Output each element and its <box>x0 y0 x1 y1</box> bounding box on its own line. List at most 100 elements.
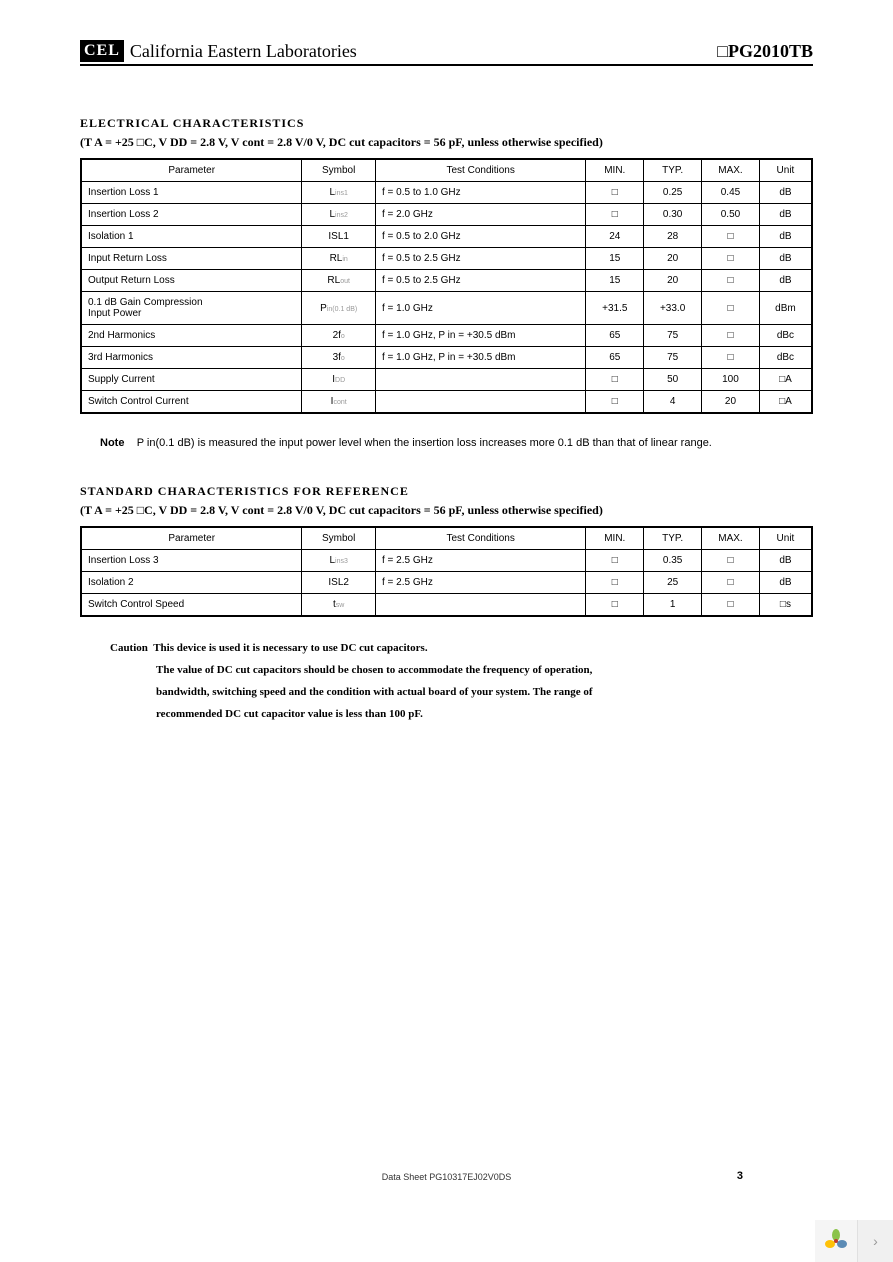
table-row: Insertion Loss 3Lins3f = 2.5 GHz□0.35□dB <box>81 549 812 571</box>
cell-typ: 28 <box>644 226 702 248</box>
cell-unit: dB <box>759 182 812 204</box>
cell-symbol: 3fo <box>302 347 376 369</box>
cell-max: □ <box>702 226 760 248</box>
cell-unit: dB <box>759 270 812 292</box>
cell-max: 0.50 <box>702 204 760 226</box>
cell-symbol: tsw <box>302 593 376 616</box>
cell-min: +31.5 <box>586 292 644 325</box>
cell-parameter: Insertion Loss 1 <box>81 182 302 204</box>
cell-parameter: 2nd Harmonics <box>81 325 302 347</box>
cell-conditions <box>376 391 586 414</box>
th-unit: Unit <box>759 527 812 550</box>
cell-unit: dBc <box>759 347 812 369</box>
cell-parameter: Switch Control Current <box>81 391 302 414</box>
cell-min: □ <box>586 369 644 391</box>
cell-unit: dB <box>759 248 812 270</box>
cell-typ: 1 <box>644 593 702 616</box>
th-unit: Unit <box>759 159 812 182</box>
cell-typ: 0.30 <box>644 204 702 226</box>
caution-line4: recommended DC cut capacitor value is le… <box>156 703 813 725</box>
th-max: MAX. <box>702 527 760 550</box>
caution-line2: The value of DC cut capacitors should be… <box>156 659 813 681</box>
cell-conditions: f = 1.0 GHz, P in = +30.5 dBm <box>376 347 586 369</box>
cell-conditions: f = 1.0 GHz, P in = +30.5 dBm <box>376 325 586 347</box>
note-text: P in(0.1 dB) is measured the input power… <box>137 437 712 449</box>
cell-typ: +33.0 <box>644 292 702 325</box>
cell-parameter: Switch Control Speed <box>81 593 302 616</box>
cell-conditions: f = 2.5 GHz <box>376 549 586 571</box>
cell-parameter: Isolation 2 <box>81 571 302 593</box>
section2-conditions: (T A = +25 □C, V DD = 2.8 V, V cont = 2.… <box>80 503 813 518</box>
cell-parameter: Insertion Loss 2 <box>81 204 302 226</box>
cell-parameter: 0.1 dB Gain CompressionInput Power <box>81 292 302 325</box>
cell-max: □ <box>702 248 760 270</box>
cell-min: 15 <box>586 248 644 270</box>
cell-min: □ <box>586 549 644 571</box>
cell-symbol: ISL2 <box>302 571 376 593</box>
caution-block: Caution This device is used it is necess… <box>110 637 813 725</box>
cell-conditions: f = 1.0 GHz <box>376 292 586 325</box>
cell-conditions: f = 0.5 to 2.5 GHz <box>376 270 586 292</box>
logo-block: CEL California Eastern Laboratories <box>80 40 357 62</box>
cell-symbol: Lins1 <box>302 182 376 204</box>
cell-parameter: Output Return Loss <box>81 270 302 292</box>
section1-conditions: (T A = +25 □C, V DD = 2.8 V, V cont = 2.… <box>80 135 813 150</box>
section1-title: ELECTRICAL CHARACTERISTICS <box>80 116 813 131</box>
cell-conditions <box>376 593 586 616</box>
table-row: Supply CurrentIDD□50100□A <box>81 369 812 391</box>
cell-typ: 0.35 <box>644 549 702 571</box>
cell-min: □ <box>586 182 644 204</box>
table-row: Output Return LossRLoutf = 0.5 to 2.5 GH… <box>81 270 812 292</box>
note-block: Note P in(0.1 dB) is measured the input … <box>100 434 813 454</box>
table-row: 0.1 dB Gain CompressionInput PowerPin(0.… <box>81 292 812 325</box>
corner-widget[interactable]: › <box>815 1220 893 1262</box>
cell-symbol: Lins3 <box>302 549 376 571</box>
cell-max: □ <box>702 549 760 571</box>
th-max: MAX. <box>702 159 760 182</box>
cell-typ: 20 <box>644 270 702 292</box>
next-arrow-icon[interactable]: › <box>857 1220 893 1262</box>
cell-min: 65 <box>586 325 644 347</box>
table-row: Insertion Loss 1Lins1f = 0.5 to 1.0 GHz□… <box>81 182 812 204</box>
note-label: Note <box>100 437 124 449</box>
cell-conditions: f = 0.5 to 2.0 GHz <box>376 226 586 248</box>
company-name: California Eastern Laboratories <box>130 41 357 62</box>
cell-min: 15 <box>586 270 644 292</box>
cell-symbol: IDD <box>302 369 376 391</box>
page-header: CEL California Eastern Laboratories □PG2… <box>80 40 813 66</box>
cell-max: 100 <box>702 369 760 391</box>
cell-unit: □A <box>759 369 812 391</box>
flower-icon[interactable] <box>815 1220 857 1262</box>
th-conditions: Test Conditions <box>376 527 586 550</box>
cell-symbol: 2fo <box>302 325 376 347</box>
caution-line3: bandwidth, switching speed and the condi… <box>156 681 813 703</box>
table-header-row: Parameter Symbol Test Conditions MIN. TY… <box>81 527 812 550</box>
th-symbol: Symbol <box>302 527 376 550</box>
cell-min: □ <box>586 593 644 616</box>
cell-parameter: Insertion Loss 3 <box>81 549 302 571</box>
table-row: Switch Control CurrentIcont□420□A <box>81 391 812 414</box>
cell-min: 65 <box>586 347 644 369</box>
cell-parameter: Input Return Loss <box>81 248 302 270</box>
cell-parameter: Supply Current <box>81 369 302 391</box>
th-min: MIN. <box>586 527 644 550</box>
th-parameter: Parameter <box>81 159 302 182</box>
table-row: Switch Control Speedtsw□1□□s <box>81 593 812 616</box>
cell-unit: dB <box>759 204 812 226</box>
cell-symbol: Icont <box>302 391 376 414</box>
cell-symbol: RLout <box>302 270 376 292</box>
cell-max: □ <box>702 270 760 292</box>
cell-max: □ <box>702 347 760 369</box>
footer-doc-id: Data Sheet PG10317EJ02V0DS <box>0 1172 893 1182</box>
cell-min: 24 <box>586 226 644 248</box>
cell-unit: dB <box>759 549 812 571</box>
electrical-characteristics-table: Parameter Symbol Test Conditions MIN. TY… <box>80 158 813 414</box>
standard-characteristics-table: Parameter Symbol Test Conditions MIN. TY… <box>80 526 813 617</box>
cel-logo: CEL <box>80 40 124 62</box>
cell-parameter: 3rd Harmonics <box>81 347 302 369</box>
cell-typ: 4 <box>644 391 702 414</box>
table-row: Isolation 2ISL2f = 2.5 GHz□25□dB <box>81 571 812 593</box>
part-number: □PG2010TB <box>717 41 813 62</box>
cell-typ: 75 <box>644 325 702 347</box>
table-row: 2nd Harmonics2fof = 1.0 GHz, P in = +30.… <box>81 325 812 347</box>
